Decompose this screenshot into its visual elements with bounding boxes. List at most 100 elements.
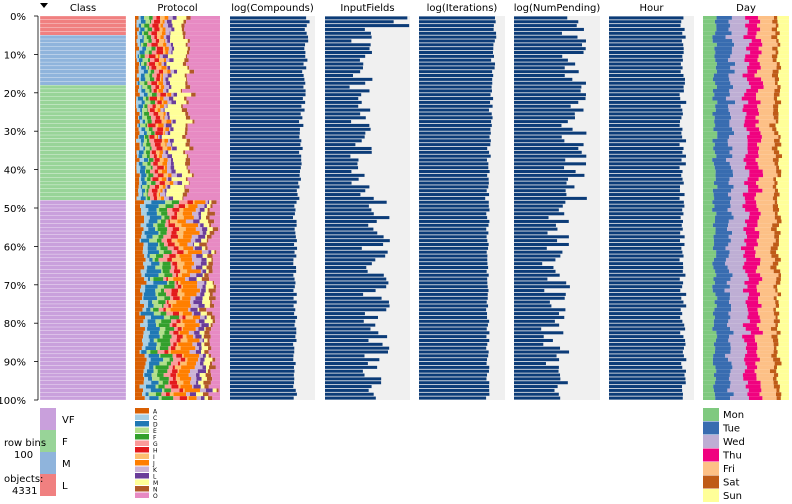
protocol-bin <box>143 192 147 197</box>
day-bin <box>760 257 776 262</box>
protocol-bin <box>187 357 199 362</box>
protocol-bin <box>135 39 137 43</box>
protocol-bin <box>184 184 186 189</box>
protocol-bin <box>148 353 160 358</box>
protocol-bin <box>207 369 211 374</box>
class-bin <box>39 192 127 197</box>
protocol-bin <box>147 108 150 112</box>
protocol-bin <box>149 77 155 82</box>
class-bin <box>39 280 127 285</box>
protocol-bin <box>162 334 172 339</box>
day-bin <box>715 81 731 86</box>
protocol-bin <box>164 288 172 293</box>
protocol-bin <box>168 138 170 143</box>
hour-bar <box>609 177 683 181</box>
protocol-bin <box>182 135 186 139</box>
protocol-bin <box>159 150 163 155</box>
protocol-bin <box>203 361 210 366</box>
compounds-bar <box>230 273 294 277</box>
day-bin <box>757 142 775 147</box>
day-legend-swatch <box>703 421 719 435</box>
hour-bar <box>609 227 683 231</box>
day-bin <box>758 150 774 155</box>
protocol-bin <box>144 254 148 258</box>
protocol-bin <box>202 273 205 278</box>
day-bin <box>703 54 715 59</box>
protocol-bin <box>212 269 220 274</box>
hour-bar <box>609 150 683 154</box>
day-bin <box>775 81 778 86</box>
day-bin <box>714 350 731 354</box>
compounds-bar <box>230 112 301 116</box>
class-bin <box>39 372 127 378</box>
protocol-bin <box>210 334 220 339</box>
protocol-bin <box>161 169 168 174</box>
protocol-bin <box>179 388 184 393</box>
iterations-bar <box>419 104 493 108</box>
day-bin <box>715 346 731 351</box>
day-bin <box>715 31 732 36</box>
day-bin <box>703 192 714 197</box>
protocol-bin <box>135 73 137 78</box>
day-bin <box>756 350 774 354</box>
day-bin <box>770 246 778 251</box>
compounds-bar <box>230 150 300 154</box>
day-bin <box>703 373 714 377</box>
protocol-bin <box>167 257 172 262</box>
day-bin <box>703 188 713 193</box>
day-bin <box>714 165 732 170</box>
protocol-bin <box>165 204 174 208</box>
compounds-bar <box>230 369 295 373</box>
protocol-bin <box>136 73 142 78</box>
day-bin <box>730 200 746 205</box>
protocol-bin <box>153 369 158 374</box>
protocol-bin <box>158 250 164 255</box>
day-bin <box>778 131 789 136</box>
protocol-bin <box>168 177 172 182</box>
day-bin <box>759 231 775 235</box>
protocol-bin <box>207 254 213 258</box>
iterations-bar <box>419 354 489 358</box>
protocol-bin <box>187 338 200 343</box>
day-bin <box>741 96 757 101</box>
protocol-bin <box>202 231 207 235</box>
class-bin <box>39 134 127 140</box>
numpending-bar <box>514 377 561 381</box>
protocol-bin <box>180 346 196 351</box>
class-bin <box>39 276 127 282</box>
protocol-bin <box>212 292 220 297</box>
day-bin <box>743 288 757 293</box>
sort-descending-icon[interactable] <box>40 3 48 8</box>
day-bin <box>730 369 745 374</box>
day-bin <box>781 100 789 105</box>
protocol-bin <box>171 257 181 262</box>
protocol-bin <box>159 58 164 63</box>
inputfields-bar <box>325 181 352 185</box>
class-bin <box>39 69 127 74</box>
inputfields-bar <box>325 62 364 66</box>
protocol-bin <box>170 350 190 354</box>
day-bin <box>777 327 789 331</box>
day-bin <box>777 350 789 354</box>
protocol-bin <box>160 142 166 147</box>
protocol-bin <box>186 50 190 55</box>
inputfields-bar <box>325 120 352 124</box>
day-bin <box>730 396 749 400</box>
protocol-bin <box>135 104 137 109</box>
protocol-bin <box>166 392 170 397</box>
protocol-bin <box>157 188 161 193</box>
day-bin <box>716 62 736 66</box>
day-bin <box>747 380 761 385</box>
inputfields-bar <box>325 123 370 127</box>
day-bin <box>729 88 747 93</box>
protocol-bin <box>186 77 188 82</box>
protocol-bin <box>180 338 188 343</box>
protocol-bin <box>159 334 163 339</box>
protocol-bin <box>168 88 181 93</box>
day-bin <box>744 196 755 201</box>
day-bin <box>758 112 773 116</box>
protocol-bin <box>173 396 180 400</box>
protocol-bin <box>149 16 153 20</box>
class-bin <box>39 157 127 163</box>
protocol-bin <box>181 223 199 228</box>
